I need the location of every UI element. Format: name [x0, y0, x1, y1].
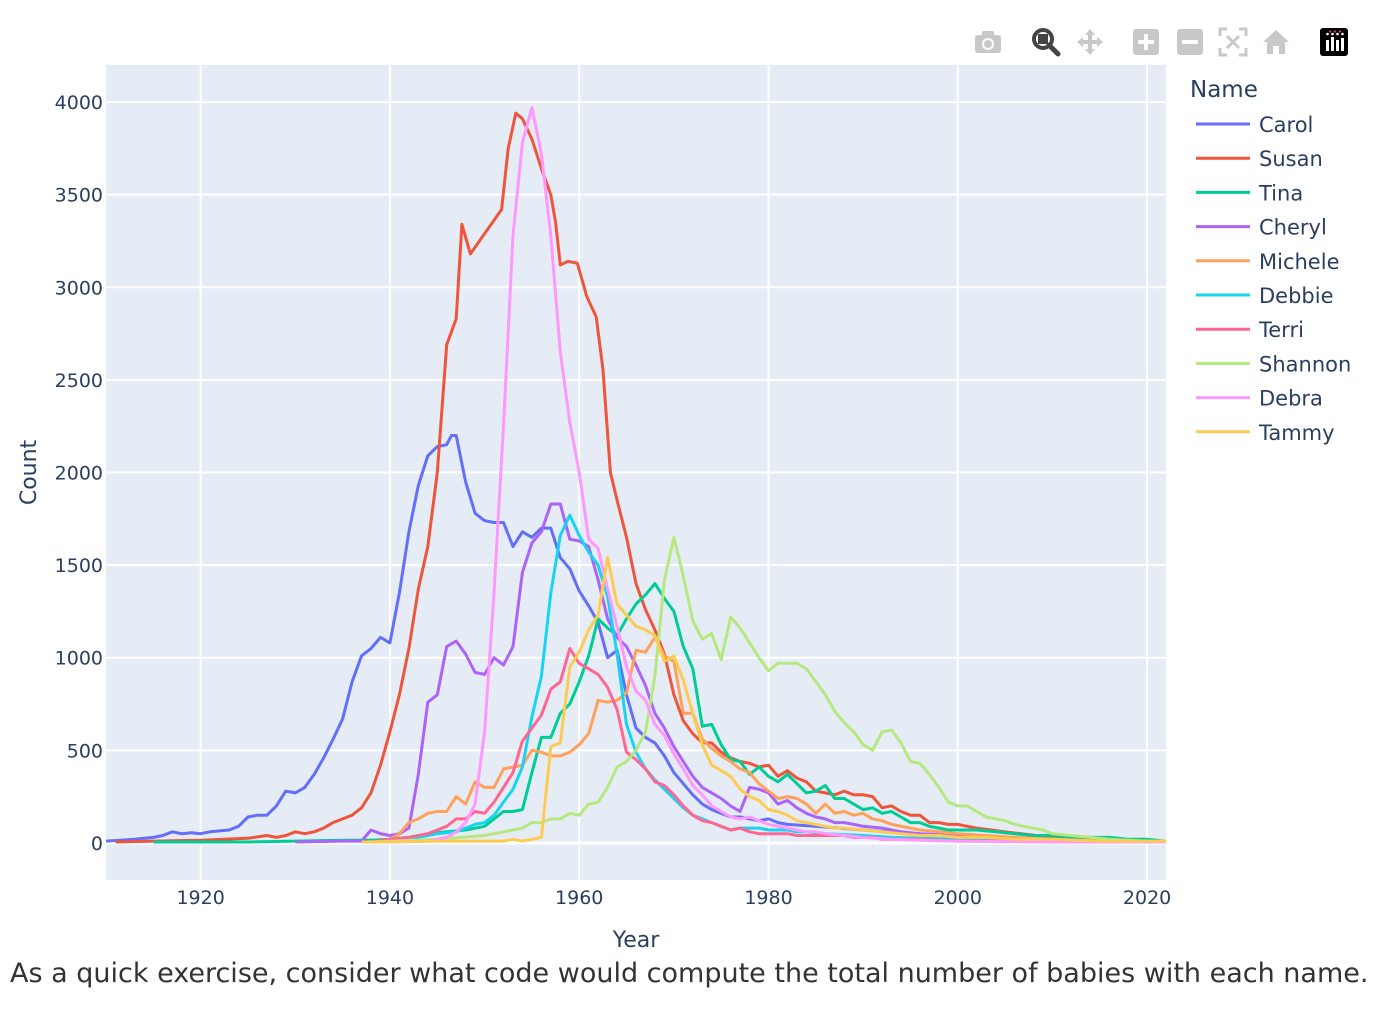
series-line-michele[interactable] [370, 635, 1166, 844]
zoom-out-button[interactable] [1172, 26, 1208, 62]
caption-text: As a quick exercise, consider what code … [10, 958, 1369, 989]
legend: Name Carol Susan Tina Cheryl Michele Debbie Te… [1190, 77, 1351, 445]
legend-label: Susan [1259, 147, 1323, 171]
y-axis-ticks: 0 500 1000 1500 2000 2500 3000 3500 4000 [55, 92, 103, 855]
series-line-tina[interactable] [153, 582, 1166, 844]
legend-label: Tammy [1258, 421, 1335, 445]
autoscale-button[interactable] [1215, 26, 1251, 62]
legend-item-shannon[interactable]: Shannon [1196, 352, 1351, 376]
x-axis-ticks: 1920 1940 1960 1980 2000 2020 [176, 887, 1171, 909]
series-line-cheryl[interactable] [295, 502, 1166, 844]
legend-item-susan[interactable]: Susan [1196, 147, 1323, 171]
y-tick-label: 1500 [55, 555, 103, 577]
series-line-debra[interactable] [389, 106, 1166, 844]
legend-label: Debra [1259, 387, 1323, 411]
legend-label: Shannon [1259, 352, 1351, 376]
legend-item-carol[interactable]: Carol [1196, 113, 1313, 137]
legend-item-tammy[interactable]: Tammy [1196, 421, 1335, 445]
series-lines [106, 106, 1167, 844]
legend-title: Name [1190, 77, 1258, 103]
y-tick-label: 3000 [55, 277, 103, 299]
legend-label: Michele [1259, 250, 1339, 274]
legend-item-tina[interactable]: Tina [1196, 181, 1303, 205]
zoom-button[interactable] [1028, 26, 1064, 62]
y-tick-label: 2500 [55, 370, 103, 392]
x-tick-label: 2000 [934, 887, 982, 909]
pan-button[interactable] [1072, 26, 1108, 62]
line-chart: 1920 1940 1960 1980 2000 2020 0 500 1000 1500 200… [17, 65, 1351, 950]
x-tick-label: 1980 [744, 887, 792, 909]
y-tick-label: 4000 [55, 92, 103, 114]
modebar [966, 26, 1356, 62]
reset-axes-icon [1261, 28, 1291, 61]
zoom-in-button[interactable] [1128, 26, 1164, 62]
legend-item-cheryl[interactable]: Cheryl [1196, 216, 1327, 240]
zoom-out-icon [1176, 28, 1204, 61]
legend-label: Cheryl [1259, 216, 1327, 240]
y-tick-label: 500 [67, 740, 103, 762]
zoom-icon [1031, 27, 1061, 62]
x-tick-label: 1940 [366, 887, 414, 909]
series-line-tammy[interactable] [361, 556, 1167, 844]
zoom-in-icon [1132, 28, 1160, 61]
reset-axes-button[interactable] [1258, 26, 1294, 62]
y-tick-label: 2000 [55, 463, 103, 485]
autoscale-icon [1218, 27, 1248, 62]
legend-label: Terri [1258, 318, 1304, 342]
legend-label: Carol [1259, 113, 1313, 137]
series-line-carol[interactable] [106, 434, 1166, 843]
plotly-logo-icon [1320, 27, 1348, 61]
y-axis-label: Count [17, 439, 42, 505]
series-line-shannon[interactable] [370, 535, 1166, 844]
legend-item-terri[interactable]: Terri [1196, 318, 1304, 342]
pan-icon [1075, 27, 1105, 62]
x-tick-label: 1920 [176, 887, 224, 909]
camera-button[interactable] [970, 26, 1006, 62]
camera-icon [973, 29, 1003, 60]
legend-item-michele[interactable]: Michele [1196, 250, 1339, 274]
legend-label: Tina [1258, 181, 1303, 205]
series-line-susan[interactable] [115, 111, 1167, 844]
x-axis-label: Year [612, 928, 661, 950]
legend-item-debbie[interactable]: Debbie [1196, 284, 1334, 308]
y-tick-label: 0 [91, 833, 103, 855]
x-tick-label: 1960 [555, 887, 603, 909]
y-tick-label: 1000 [55, 648, 103, 670]
legend-label: Debbie [1259, 284, 1334, 308]
plotly-logo-button[interactable] [1316, 26, 1352, 62]
y-tick-label: 3500 [55, 185, 103, 207]
legend-item-debra[interactable]: Debra [1196, 387, 1323, 411]
x-tick-label: 2020 [1123, 887, 1171, 909]
